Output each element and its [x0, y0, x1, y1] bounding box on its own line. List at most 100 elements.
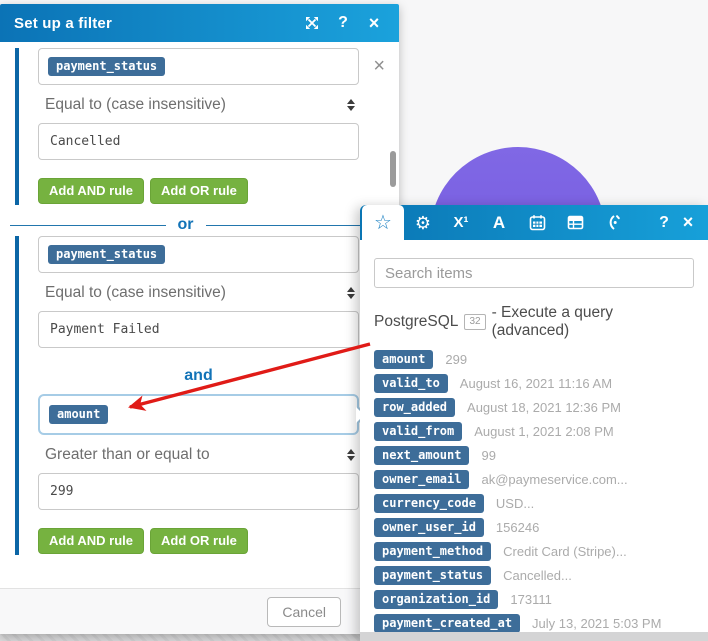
field-list: amount 299 valid_to August 16, 2021 11:1… [374, 350, 694, 633]
source-header: PostgreSQL 32 - Execute a query (advance… [374, 304, 694, 340]
remove-condition-icon[interactable]: × [373, 55, 385, 77]
math-functions-icon: X¹ [453, 214, 469, 231]
field-sample-value: August 1, 2021 2:08 PM [474, 424, 614, 439]
filter-dialog: Set up a filter ? × payment_status × Equ… [0, 4, 399, 634]
and-label: and [184, 367, 213, 384]
add-and-rule-button[interactable]: Add AND rule [38, 528, 145, 554]
field-sample-value: ak@paymeservice.com... [481, 472, 628, 487]
tab-favorites[interactable]: ☆ [362, 205, 404, 240]
condition-value-input[interactable] [38, 123, 359, 160]
star-icon: ☆ [374, 211, 392, 234]
list-item[interactable]: payment_status Cancelled... [374, 566, 694, 585]
field-tag[interactable]: currency_code [374, 494, 484, 513]
divider-line [205, 224, 361, 226]
mapping-panel-body: PostgreSQL 32 - Execute a query (advance… [360, 240, 708, 633]
function-paren-icon [605, 214, 622, 231]
list-item[interactable]: owner_email ak@paymeservice.com... [374, 470, 694, 489]
filter-dialog-header: Set up a filter ? × [0, 4, 399, 42]
page-background-texture [0, 633, 399, 641]
cancel-button[interactable]: Cancel [267, 596, 341, 627]
field-tag-payment-status[interactable]: payment_status [48, 245, 166, 264]
field-sample-value: 173111 [510, 592, 552, 607]
mapping-panel-tabs: ☆ ⚙ X¹ A [360, 205, 708, 240]
condition-value-input[interactable] [38, 473, 359, 510]
list-item[interactable]: currency_code USD... [374, 494, 694, 513]
panel-close-icon[interactable]: × [682, 212, 694, 232]
select-arrows-icon [347, 99, 355, 111]
condition-field-input-focused[interactable]: amount [38, 394, 367, 435]
or-divider: or [10, 214, 361, 236]
source-module-number: 32 [464, 314, 486, 330]
dialog-title: Set up a filter [14, 14, 113, 32]
close-icon[interactable]: × [368, 12, 380, 33]
tab-math[interactable]: X¹ [442, 205, 480, 240]
rule-buttons: Add AND rule Add OR rule [38, 528, 359, 555]
operator-label: Equal to (case insensitive) [45, 284, 226, 301]
condition-field-input[interactable]: payment_status [38, 236, 359, 273]
panel-resize-strip[interactable] [360, 632, 708, 641]
list-item[interactable]: owner_user_id 156246 [374, 518, 694, 537]
operator-select[interactable]: Greater than or equal to [38, 443, 359, 467]
operator-select[interactable]: Equal to (case insensitive) [38, 93, 359, 117]
list-item[interactable]: amount 299 [374, 350, 694, 369]
list-item[interactable]: valid_from August 1, 2021 2:08 PM [374, 422, 694, 441]
help-icon[interactable]: ? [338, 14, 348, 31]
add-or-rule-button[interactable]: Add OR rule [150, 178, 248, 204]
list-item[interactable]: organization_id 173111 [374, 590, 694, 609]
field-sample-value: 99 [481, 448, 496, 463]
field-sample-value: August 18, 2021 12:36 PM [467, 400, 621, 415]
tab-date[interactable] [518, 205, 556, 240]
field-tag[interactable]: valid_from [374, 422, 463, 441]
and-divider: and [38, 365, 359, 387]
field-tag[interactable]: payment_method [374, 542, 492, 561]
or-label: or [177, 216, 194, 233]
condition-field-input[interactable]: payment_status × [38, 48, 385, 85]
search-input[interactable] [374, 258, 694, 288]
add-and-rule-button[interactable]: Add AND rule [38, 178, 145, 204]
field-tag[interactable]: next_amount [374, 446, 470, 465]
field-tag[interactable]: payment_status [374, 566, 492, 585]
dialog-scrollbar[interactable] [390, 151, 396, 187]
field-tag[interactable]: organization_id [374, 590, 499, 609]
field-sample-value: USD... [495, 496, 535, 511]
select-arrows-icon [347, 449, 355, 461]
field-tag[interactable]: amount [374, 350, 434, 369]
field-tag[interactable]: valid_to [374, 374, 448, 393]
mapping-panel: ☆ ⚙ X¹ A [360, 205, 708, 641]
field-tag[interactable]: owner_email [374, 470, 470, 489]
list-item[interactable]: valid_to August 16, 2021 11:16 AM [374, 374, 694, 393]
dialog-footer: Cancel [0, 588, 399, 634]
rule-buttons: Add AND rule Add OR rule [38, 178, 359, 205]
tab-functions[interactable] [594, 205, 632, 240]
panel-help-icon[interactable]: ? [659, 213, 669, 231]
text-functions-icon: A [492, 213, 506, 232]
operator-select[interactable]: Equal to (case insensitive) [38, 281, 359, 305]
tab-general[interactable]: ⚙ [404, 205, 442, 240]
source-app-name: PostgreSQL [374, 313, 459, 330]
list-item[interactable]: payment_method Credit Card (Stripe)... [374, 542, 694, 561]
filter-group-1: payment_status × Equal to (case insensit… [15, 48, 385, 205]
expand-icon[interactable] [301, 12, 323, 34]
list-item[interactable]: payment_created_at July 13, 2021 5:03 PM [374, 614, 694, 633]
table-icon [567, 214, 584, 231]
list-item[interactable]: next_amount 99 [374, 446, 694, 465]
field-tag-payment-status[interactable]: payment_status [48, 57, 166, 76]
tab-array[interactable] [556, 205, 594, 240]
divider-line [10, 224, 166, 226]
filter-group-2: payment_status Equal to (case insensitiv… [15, 236, 367, 555]
field-tag[interactable]: row_added [374, 398, 456, 417]
tab-text[interactable]: A [480, 205, 518, 240]
field-sample-value: 299 [445, 352, 468, 367]
field-tag[interactable]: owner_user_id [374, 518, 484, 537]
operator-label: Equal to (case insensitive) [45, 96, 226, 113]
condition-value-input[interactable] [38, 311, 359, 348]
list-item[interactable]: row_added August 18, 2021 12:36 PM [374, 398, 694, 417]
field-tag[interactable]: payment_created_at [374, 614, 521, 633]
add-or-rule-button[interactable]: Add OR rule [150, 528, 248, 554]
source-module-desc: - Execute a query (advanced) [491, 304, 614, 339]
select-arrows-icon [347, 287, 355, 299]
field-tag-amount[interactable]: amount [49, 405, 109, 424]
operator-label: Greater than or equal to [45, 446, 210, 463]
gear-icon: ⚙ [414, 212, 432, 233]
